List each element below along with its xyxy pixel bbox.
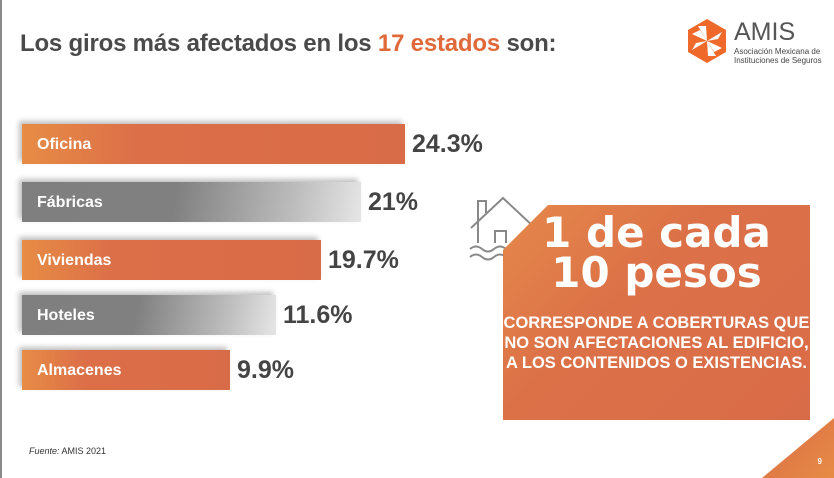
bar-label: Viviendas <box>37 252 112 269</box>
amis-logo: AMIS Asociación Mexicana de Instituciones… <box>684 18 830 74</box>
bar-almacenes: Almacenes <box>22 350 230 390</box>
value-label: 21% <box>368 188 419 216</box>
callout-headline-line2: 10 pesos <box>551 248 762 297</box>
logo-subtitle-line1: Asociación Mexicana de <box>734 47 821 56</box>
value-label: 24.3% <box>412 130 483 158</box>
source-text: AMIS 2021 <box>59 446 107 456</box>
title-highlight: 17 estados <box>377 30 500 57</box>
bar-label: Hoteles <box>37 307 95 324</box>
bar-label: Fábricas <box>37 194 103 211</box>
bar-fábricas: Fábricas <box>22 182 361 222</box>
logo-subtitle-line2: Instituciones de Seguros <box>734 56 822 65</box>
callout-headline-line1: 1 de cada <box>542 208 771 257</box>
bar-label: Oficina <box>37 136 92 153</box>
bar-hoteles: Hoteles <box>22 295 276 335</box>
callout-headline: 1 de cada 10 pesos <box>503 208 810 297</box>
callout-box: 1 de cada 10 pesos CORRESPONDE A COBERTUR… <box>503 205 810 420</box>
value-label: 11.6% <box>283 301 353 329</box>
page-number: 9 <box>817 457 822 466</box>
bar-viviendas: Viviendas <box>22 240 321 280</box>
value-label: 19.7% <box>328 246 399 274</box>
corner-decoration <box>762 418 834 478</box>
value-label: 9.9% <box>237 356 294 384</box>
callout-body: CORRESPONDE A COBERTURAS QUE NO SON AFEC… <box>503 314 810 372</box>
bar-oficina: Oficina <box>22 124 405 164</box>
source-note: Fuente: AMIS 2021 <box>29 446 106 456</box>
source-label: Fuente: <box>29 446 60 456</box>
title-suffix: son: <box>500 30 557 57</box>
logo-name: AMIS <box>734 18 796 46</box>
logo-subtitle: Asociación Mexicana de Instituciones de S… <box>734 47 822 65</box>
slide-title: Los giros más afectados en los 17 estado… <box>20 30 557 58</box>
slide-left-border <box>0 0 2 478</box>
amis-hexagon-icon <box>688 19 726 63</box>
bar-label: Almacenes <box>37 362 122 379</box>
title-text: Los giros más afectados en los <box>20 30 378 57</box>
